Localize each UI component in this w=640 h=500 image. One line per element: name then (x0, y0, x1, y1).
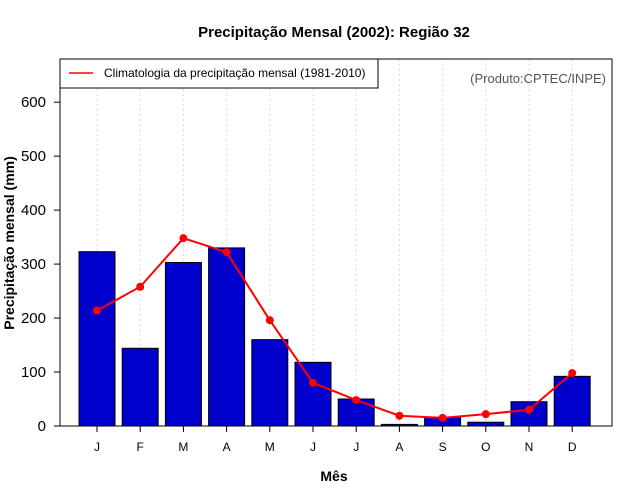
bar-2 (121, 347, 159, 427)
x-axis-label: Mês (320, 468, 347, 484)
bar-6 (294, 361, 332, 427)
y-tick-label: 400 (21, 202, 46, 219)
bar-series (78, 247, 591, 427)
x-tick-label: A (223, 440, 231, 454)
y-axis-label: Precipitação mensal (mm) (1, 156, 17, 330)
credit-text: (Produto:CPTEC/INPE) (470, 71, 606, 86)
climatology-point-9 (438, 413, 447, 422)
y-tick-label: 500 (21, 148, 46, 165)
bar-5 (251, 339, 289, 427)
x-tick-label: D (568, 440, 577, 454)
climatology-line (96, 237, 573, 419)
x-tick-label: A (395, 440, 403, 454)
x-tick-label: O (481, 440, 490, 454)
bar-1 (78, 251, 116, 427)
x-tick-label: J (310, 440, 316, 454)
bar-3 (164, 261, 202, 427)
x-tick-label: F (137, 440, 144, 454)
legend-label: Climatologia da precipitação mensal (198… (104, 66, 365, 80)
climatology-point-4 (222, 248, 231, 257)
x-tick-label: M (178, 440, 188, 454)
x-tick-label: M (265, 440, 275, 454)
y-tick-label: 0 (38, 418, 46, 435)
legend: Climatologia da precipitação mensal (198… (59, 58, 379, 89)
climatology-point-11 (525, 405, 533, 414)
x-tick-label: J (353, 440, 359, 454)
climatology-point-6 (309, 378, 317, 387)
climatology-point-7 (352, 396, 361, 405)
y-axis: 0 100 200 300 400 500 600 (21, 94, 60, 435)
climatology-point-8 (395, 411, 404, 420)
x-tick-label: N (525, 440, 534, 454)
climatology-point-3 (179, 234, 188, 243)
climatology-point-2 (136, 282, 145, 291)
climatology-series (93, 234, 577, 422)
y-tick-label: 100 (21, 364, 46, 381)
climatology-point-12 (568, 369, 577, 378)
climatology-point-10 (481, 410, 490, 419)
y-tick-label: 200 (21, 310, 46, 327)
bar-11 (510, 401, 548, 427)
bar-12 (553, 375, 591, 427)
bar-10 (467, 421, 505, 427)
y-tick-label: 300 (21, 256, 46, 273)
x-tick-label: J (94, 440, 100, 454)
chart-title: Precipitação Mensal (2002): Região 32 (198, 24, 470, 41)
climatology-point-1 (93, 306, 101, 315)
bar-4 (208, 247, 246, 427)
y-tick-label: 600 (21, 94, 46, 111)
climatology-point-5 (265, 316, 274, 325)
legend-box (59, 58, 379, 89)
x-tick-label: S (439, 440, 447, 454)
